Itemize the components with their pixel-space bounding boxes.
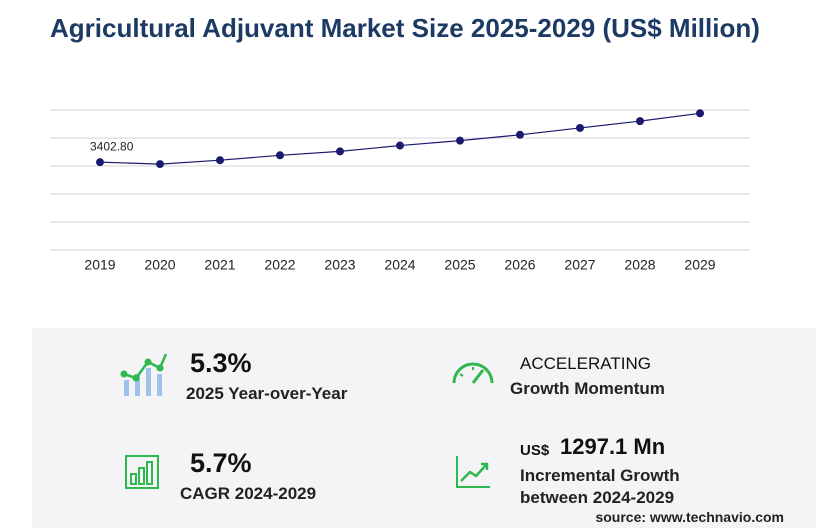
x-tick-label: 2029: [684, 257, 715, 273]
point: [396, 141, 404, 150]
value-label: 3402.80: [90, 139, 134, 153]
x-tick-label: 2026: [504, 257, 535, 273]
x-tick-label: 2021: [204, 257, 235, 273]
stat-label: 2025 Year-over-Year: [186, 384, 348, 403]
stat-value: 5.7%: [190, 448, 252, 478]
point: [96, 158, 104, 167]
cagr-icon: [125, 455, 159, 489]
point: [516, 130, 524, 139]
point: [276, 151, 284, 160]
x-tick-label: 2024: [384, 257, 415, 273]
point: [576, 123, 584, 132]
x-tick-label: 2028: [624, 257, 655, 273]
point: [456, 136, 464, 145]
stat-label: CAGR 2024-2029: [180, 484, 317, 503]
yoy-icon: [120, 353, 168, 396]
stat-value: ACCELERATING: [520, 354, 651, 373]
stat-prefix: US$: [520, 442, 550, 459]
point: [336, 147, 344, 156]
x-tick-label: 2019: [84, 257, 115, 273]
x-tick-label: 2027: [564, 257, 595, 273]
stat-label: Incremental Growth: [520, 466, 680, 485]
stat-value: 5.3%: [190, 348, 252, 378]
stat-label: between 2024-2029: [520, 488, 675, 507]
x-tick-label: 2025: [444, 257, 475, 273]
x-tick-label: 2022: [264, 257, 295, 273]
growth-icon: [456, 456, 490, 488]
stat-label: Growth Momentum: [510, 379, 665, 398]
point: [636, 117, 644, 126]
point: [696, 109, 704, 118]
chart: Agricultural Adjuvant Market Size 2025-2…: [50, 13, 760, 273]
point: [156, 160, 164, 169]
stat-value: 1297.1 Mn: [560, 434, 666, 459]
x-tick-label: 2023: [324, 257, 355, 273]
line: [99, 112, 701, 165]
source: source: www.technavio.com: [595, 509, 784, 525]
x-tick-label: 2020: [144, 257, 175, 273]
gauge-icon: [452, 362, 494, 384]
point: [216, 156, 224, 165]
chart-title: Agricultural Adjuvant Market Size 2025-2…: [50, 13, 760, 43]
